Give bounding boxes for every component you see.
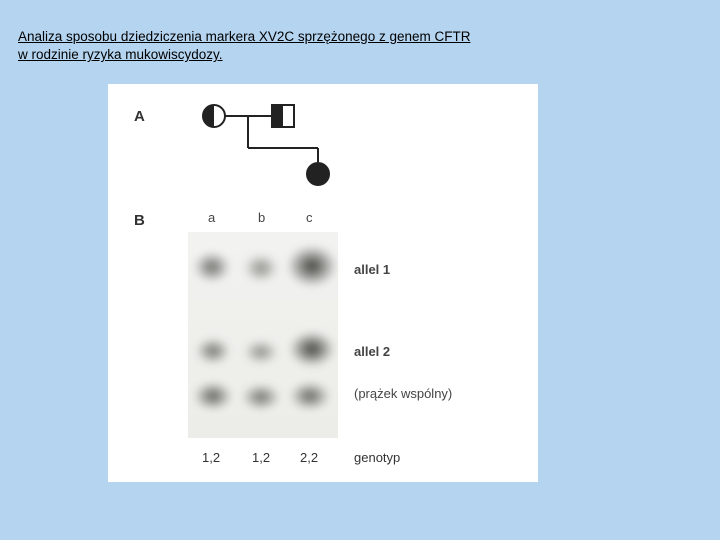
title-line2: w rodzinie ryzyka mukowiscydozy.	[18, 47, 223, 62]
panel-a-label: A	[134, 108, 145, 125]
band-b-allel2	[244, 340, 278, 364]
figure-panel: A B a b c all	[108, 84, 538, 482]
lane-label-c: c	[306, 210, 313, 225]
band-a-allel1	[194, 252, 230, 282]
genotype-b: 1,2	[252, 450, 270, 465]
genotype-c: 2,2	[300, 450, 318, 465]
figure-title: Analiza sposobu dziedziczenia markera XV…	[0, 0, 720, 70]
band-a-common	[194, 382, 232, 410]
band-b-allel1	[244, 254, 278, 282]
band-b-common	[242, 384, 280, 410]
band-c-allel1	[288, 246, 336, 286]
row-label-allel1: allel 1	[354, 262, 390, 277]
title-line1: Analiza sposobu dziedziczenia markera XV…	[18, 29, 470, 44]
row-label-allel2: allel 2	[354, 344, 390, 359]
genotype-a: 1,2	[202, 450, 220, 465]
pedigree-diagram	[200, 102, 360, 198]
band-c-allel2	[290, 332, 334, 366]
lane-label-b: b	[258, 210, 265, 225]
gel-image	[188, 232, 338, 438]
band-a-allel2	[196, 338, 230, 364]
lane-label-a: a	[208, 210, 215, 225]
genotype-label: genotyp	[354, 450, 400, 465]
band-c-common	[290, 382, 330, 410]
panel-b-label: B	[134, 212, 145, 229]
row-label-common: (prążek wspólny)	[354, 386, 452, 401]
